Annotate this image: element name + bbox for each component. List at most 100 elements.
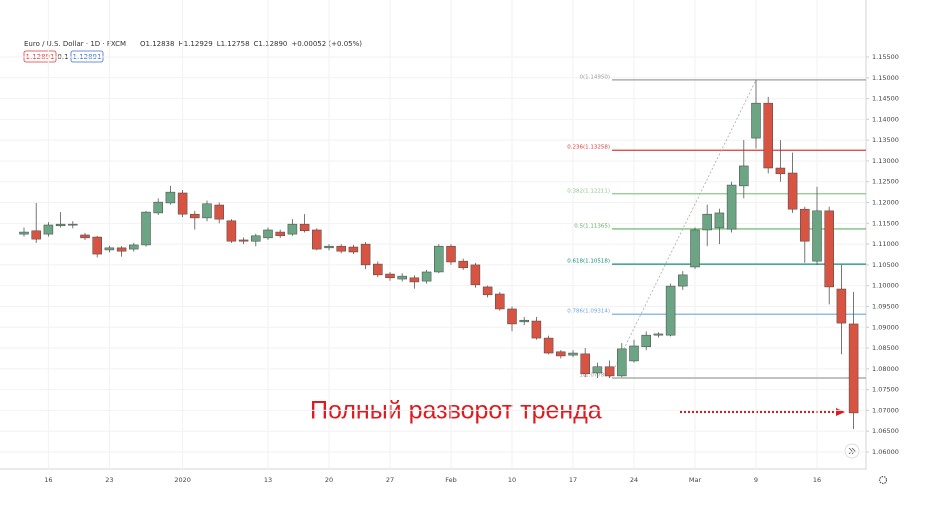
legend-value: C1.12890 — [254, 40, 288, 48]
candle-down — [787, 172, 798, 210]
candle-up — [519, 319, 529, 323]
candle-up — [287, 223, 298, 235]
candle-down — [177, 192, 188, 215]
candle-down — [848, 323, 859, 414]
candle-up — [324, 245, 334, 249]
candle-up — [251, 235, 261, 242]
candle-up — [153, 201, 163, 214]
y-tick-label: 1.09500 — [872, 302, 899, 310]
fib-label: 0.786(1.09314) — [567, 309, 610, 315]
candle-down — [446, 245, 456, 263]
fib-label: 0.382(1.12211) — [567, 188, 610, 194]
candle-down — [31, 230, 41, 240]
candle-up — [702, 213, 712, 231]
y-tick-label: 1.13500 — [872, 136, 899, 144]
candle-up — [165, 191, 176, 204]
candle-up — [202, 203, 212, 219]
y-tick-label: 1.07500 — [872, 386, 899, 394]
x-tick-label: 23 — [105, 476, 113, 484]
candle-up — [568, 352, 578, 356]
fib-trend-line — [609, 79, 757, 379]
candle-down — [238, 239, 249, 242]
y-tick-label: 1.07000 — [872, 406, 899, 414]
x-tick-label: 20 — [325, 476, 333, 484]
y-tick-label: 1.10500 — [872, 261, 899, 269]
candle-up — [812, 210, 822, 262]
candle-up — [592, 366, 603, 374]
y-tick-label: 1.08000 — [872, 365, 899, 373]
y-tick-label: 1.06000 — [872, 448, 899, 456]
candle-down — [495, 293, 505, 310]
symbol-title: Euro / U.S. Dollar · 1D · FXCM — [24, 40, 126, 48]
y-tick-label: 1.15000 — [872, 74, 899, 82]
candle-up — [629, 345, 639, 362]
y-tick-label: 1.15500 — [872, 53, 899, 61]
y-tick-label: 1.12000 — [872, 199, 899, 207]
fib-label: 0.5(1.11365) — [574, 223, 610, 229]
candle-down — [824, 210, 834, 288]
x-tick-label: Mar — [689, 476, 702, 484]
candle-down — [482, 286, 493, 296]
x-tick-label: 24 — [630, 476, 638, 484]
x-tick-label: 9 — [754, 476, 758, 484]
x-tick-label: 27 — [386, 476, 394, 484]
settings-icon[interactable] — [878, 475, 888, 485]
y-tick-label: 1.11500 — [872, 219, 899, 227]
candle-up — [690, 229, 700, 268]
fib-label: 0(1.14950) — [579, 74, 610, 80]
fib-label: 0.236(1.13258) — [567, 145, 610, 151]
candle-down — [470, 264, 481, 286]
candle-down — [556, 351, 566, 357]
candle-down — [507, 308, 517, 325]
candle-down — [214, 204, 224, 220]
candle-down — [116, 247, 127, 252]
candle-up — [43, 224, 54, 235]
legend-value: L1.12758 — [217, 40, 250, 48]
y-tick-label: 1.06500 — [872, 427, 899, 435]
candle-up — [617, 348, 627, 377]
legend-value: +0.00052 (+0.05%) — [291, 40, 362, 48]
candle-down — [604, 366, 615, 377]
candle-down — [580, 353, 590, 375]
legend-value: H1.12929 — [178, 40, 212, 48]
candle-down — [836, 288, 847, 324]
scroll-icon — [848, 447, 856, 455]
candle-up — [55, 223, 66, 227]
candle-up — [19, 231, 29, 235]
candle-up — [68, 223, 78, 226]
candle-down — [226, 220, 237, 242]
x-tick-label: 16 — [44, 476, 52, 484]
x-tick-label: 10 — [508, 476, 516, 484]
candle-down — [275, 231, 285, 237]
candle-up — [678, 274, 688, 287]
plot: 1.06000 1.06500 1.07000 1.07500 1.08000 1.085… — [0, 0, 899, 484]
candle-down — [800, 208, 810, 242]
candle-up — [641, 334, 651, 348]
y-tick-label: 1.14000 — [872, 115, 899, 123]
candle-up — [263, 229, 273, 239]
candle-down — [763, 102, 773, 169]
candle-up — [434, 245, 444, 273]
fib-label: 1(1.07780) — [579, 372, 610, 378]
candle-up — [714, 212, 725, 229]
x-tick-label: 2020 — [174, 476, 191, 484]
candle-up — [421, 271, 432, 282]
fib-label: 0.618(1.10518) — [567, 259, 610, 265]
candle-down — [531, 320, 542, 339]
candle-up — [104, 247, 115, 251]
candle-down — [360, 243, 371, 266]
candle-down — [775, 167, 786, 175]
x-tick-label: 13 — [264, 476, 272, 484]
candle-up — [653, 333, 664, 336]
candle-down — [80, 234, 90, 239]
candle-down — [348, 246, 359, 253]
candle-up — [129, 244, 139, 250]
candle-down — [92, 236, 102, 255]
candle-down — [373, 263, 383, 276]
ohlc-legend: O1.12838 H1.12929 L1.12758 C1.12890 +0.00052… — [140, 40, 362, 48]
candle-up — [739, 165, 749, 187]
y-tick-label: 1.12500 — [872, 178, 899, 186]
legend-value: O1.12838 — [140, 40, 174, 48]
y-tick-label: 1.13000 — [872, 157, 899, 165]
